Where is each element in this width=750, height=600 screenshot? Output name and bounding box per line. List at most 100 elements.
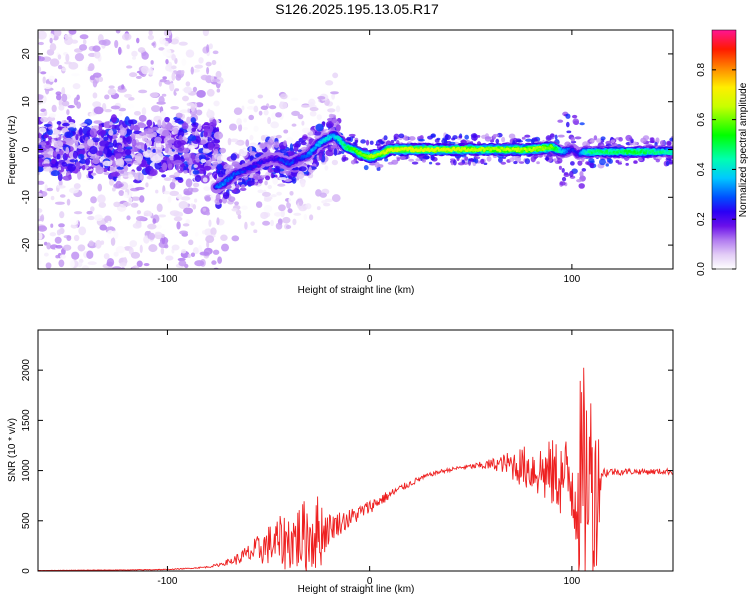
spectrogram-cell — [181, 70, 185, 75]
spectrogram-cell — [166, 157, 171, 165]
spectrogram-cell — [629, 137, 633, 140]
spectrogram-cell — [283, 129, 289, 134]
spectrogram-cell — [89, 146, 98, 155]
spectrogram-cell — [291, 123, 297, 127]
spectrogram-ridge-cell — [498, 149, 502, 153]
spectrogram-ridge-cell — [230, 176, 234, 179]
spectrogram-cell — [158, 95, 165, 105]
spectrogram-cell — [159, 110, 167, 120]
spectrogram-cell — [200, 74, 209, 81]
spectrogram-cell — [285, 225, 292, 229]
spectrogram-cell — [159, 179, 168, 185]
spectrogram-cell — [42, 76, 46, 84]
spectrogram-cell — [170, 18, 177, 23]
spectrogram-cell — [171, 244, 180, 251]
spectrogram-cell — [318, 153, 323, 161]
spectrogram-cell — [78, 127, 83, 136]
spectrogram-cell — [165, 255, 174, 261]
spectrogram-cell — [183, 152, 191, 159]
spectrogram-cell — [51, 158, 57, 165]
snr-y-tick-label: 1000 — [21, 459, 32, 482]
spectrogram-cell — [181, 122, 189, 130]
spectrogram-ridge-cell — [384, 151, 388, 155]
spectrogram-cell — [68, 30, 77, 35]
spectrogram-cell — [49, 58, 60, 67]
spectrogram-cell — [271, 112, 277, 120]
spectrogram-cell — [145, 182, 149, 188]
spectrogram-cell — [557, 134, 565, 138]
spectrogram-cell — [98, 39, 107, 46]
spectrogram-cell — [202, 30, 210, 37]
spectrogram-cell — [175, 74, 182, 81]
spectrogram-cell — [53, 140, 64, 149]
spectrogram-cell — [287, 151, 296, 157]
spectrogram-cell — [398, 133, 405, 139]
spectrogram-cell — [92, 92, 98, 99]
spectrogram-cell — [164, 146, 169, 154]
spectrogram-cell — [50, 170, 60, 177]
spectrogram-cell — [162, 76, 167, 80]
spectrogram-cell — [554, 134, 558, 140]
spectrogram-cell — [151, 126, 159, 131]
spectrogram-cell — [64, 131, 71, 138]
spectrogram-cell — [55, 244, 63, 249]
spectrogram-cell — [374, 161, 380, 168]
spectrogram-cell — [206, 270, 211, 276]
spectrogram-ridge-cell — [283, 159, 287, 163]
spectrogram-cell — [518, 161, 525, 164]
spectrogram-cell — [55, 254, 60, 259]
spectrogram-cell — [81, 164, 86, 171]
spectrogram-cell — [134, 186, 145, 191]
spectrogram-cell — [59, 211, 65, 219]
spectrogram-ridge-cell — [297, 156, 300, 160]
spectrogram-cell — [279, 177, 287, 181]
spectrogram-cell — [106, 229, 114, 239]
spectrogram-cell — [408, 136, 416, 141]
spectrogram-ridge-cell — [359, 151, 362, 155]
spectrogram-cell — [79, 34, 89, 40]
spectrogram-cell — [255, 201, 263, 208]
spectrogram-cell — [148, 67, 154, 76]
spectrogram-cell — [168, 64, 173, 70]
spectrogram-cell — [348, 133, 356, 137]
spectrogram-cell — [141, 107, 147, 116]
spectrogram-cell — [649, 137, 654, 142]
snr-y-tick-label: 0 — [21, 568, 32, 574]
spectrogram-cell — [240, 184, 246, 189]
spectrogram-cell — [81, 265, 90, 269]
spectrogram-cell — [216, 88, 221, 93]
spectrogram-cell — [430, 155, 435, 161]
snr-x-axis-label: Height of straight line (km) — [298, 584, 415, 595]
spectrogram-cell — [150, 60, 154, 65]
spectrogram-cell — [561, 168, 565, 173]
spectrogram-cell — [231, 235, 240, 242]
spectrogram-cell — [404, 138, 409, 141]
spectrogram-cell — [205, 61, 212, 67]
spectrogram-cell — [88, 240, 94, 247]
spectrogram-cell — [89, 75, 95, 81]
spectrogram-cell — [138, 114, 147, 122]
spectrogram-cell — [168, 76, 173, 82]
spectrogram-cell — [44, 110, 48, 116]
spectrogram-cell — [464, 134, 469, 140]
spectrogram-cell — [56, 120, 62, 125]
spectrogram-cell — [118, 112, 123, 117]
spectrogram-cell — [125, 146, 133, 150]
spectrogram-cell — [263, 197, 272, 202]
spectrogram-cell — [99, 140, 110, 148]
spectrogram-cell — [187, 108, 191, 114]
spectrogram-cell — [492, 133, 500, 138]
spectrogram-cell — [452, 135, 458, 140]
spectrogram-cell — [380, 140, 384, 145]
spectrogram-cell — [495, 138, 500, 144]
spectrogram-cell — [327, 117, 333, 122]
spectrogram-cell — [600, 136, 606, 141]
spectrogram-cell — [513, 160, 518, 165]
spectrogram-cell — [453, 159, 457, 166]
spectrogram-cell — [65, 146, 70, 155]
spectrogram-ridge-cell — [352, 147, 356, 151]
spectrogram-cell — [369, 140, 374, 145]
spectrogram-cell — [300, 180, 306, 188]
spectrogram-cell — [38, 156, 43, 164]
